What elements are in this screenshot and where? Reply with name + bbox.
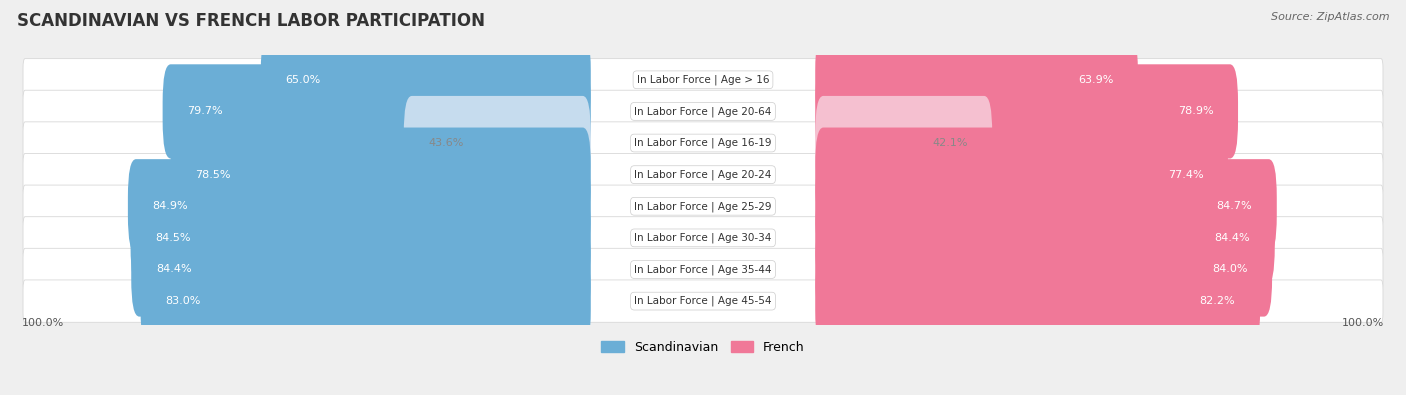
Text: In Labor Force | Age 20-64: In Labor Force | Age 20-64 [634,106,772,117]
Text: 78.9%: 78.9% [1178,106,1213,117]
FancyBboxPatch shape [22,217,1384,259]
FancyBboxPatch shape [131,191,591,285]
FancyBboxPatch shape [22,58,1384,101]
Text: SCANDINAVIAN VS FRENCH LABOR PARTICIPATION: SCANDINAVIAN VS FRENCH LABOR PARTICIPATI… [17,12,485,30]
Text: In Labor Force | Age 35-44: In Labor Force | Age 35-44 [634,264,772,275]
Text: 78.5%: 78.5% [195,169,231,180]
FancyBboxPatch shape [22,185,1384,228]
Text: 84.5%: 84.5% [155,233,191,243]
Text: 77.4%: 77.4% [1167,169,1204,180]
Text: Source: ZipAtlas.com: Source: ZipAtlas.com [1271,12,1389,22]
FancyBboxPatch shape [815,191,1275,285]
FancyBboxPatch shape [22,280,1384,322]
FancyBboxPatch shape [815,96,993,190]
FancyBboxPatch shape [260,33,591,127]
FancyBboxPatch shape [141,254,591,348]
Text: In Labor Force | Age 16-19: In Labor Force | Age 16-19 [634,138,772,148]
Text: 84.4%: 84.4% [1215,233,1250,243]
Text: 82.2%: 82.2% [1199,296,1236,306]
Text: 84.7%: 84.7% [1216,201,1253,211]
FancyBboxPatch shape [404,96,591,190]
FancyBboxPatch shape [170,128,591,222]
FancyBboxPatch shape [128,159,591,253]
Legend: Scandinavian, French: Scandinavian, French [596,336,810,359]
FancyBboxPatch shape [815,159,1277,253]
FancyBboxPatch shape [22,122,1384,164]
FancyBboxPatch shape [815,33,1137,127]
Text: 84.0%: 84.0% [1212,265,1247,275]
Text: 100.0%: 100.0% [1343,318,1385,327]
Text: 63.9%: 63.9% [1078,75,1114,85]
Text: 100.0%: 100.0% [21,318,63,327]
Text: In Labor Force | Age 25-29: In Labor Force | Age 25-29 [634,201,772,211]
FancyBboxPatch shape [815,254,1260,348]
Text: 42.1%: 42.1% [932,138,967,148]
Text: In Labor Force | Age > 16: In Labor Force | Age > 16 [637,75,769,85]
FancyBboxPatch shape [815,128,1227,222]
Text: 83.0%: 83.0% [166,296,201,306]
Text: 43.6%: 43.6% [429,138,464,148]
FancyBboxPatch shape [815,222,1272,317]
FancyBboxPatch shape [163,64,591,158]
Text: In Labor Force | Age 30-34: In Labor Force | Age 30-34 [634,233,772,243]
Text: 84.4%: 84.4% [156,265,191,275]
Text: In Labor Force | Age 20-24: In Labor Force | Age 20-24 [634,169,772,180]
FancyBboxPatch shape [22,154,1384,196]
Text: 79.7%: 79.7% [187,106,224,117]
FancyBboxPatch shape [815,64,1239,158]
FancyBboxPatch shape [22,90,1384,133]
Text: In Labor Force | Age 45-54: In Labor Force | Age 45-54 [634,296,772,307]
FancyBboxPatch shape [131,222,591,317]
Text: 65.0%: 65.0% [285,75,321,85]
Text: 84.9%: 84.9% [153,201,188,211]
FancyBboxPatch shape [22,248,1384,291]
